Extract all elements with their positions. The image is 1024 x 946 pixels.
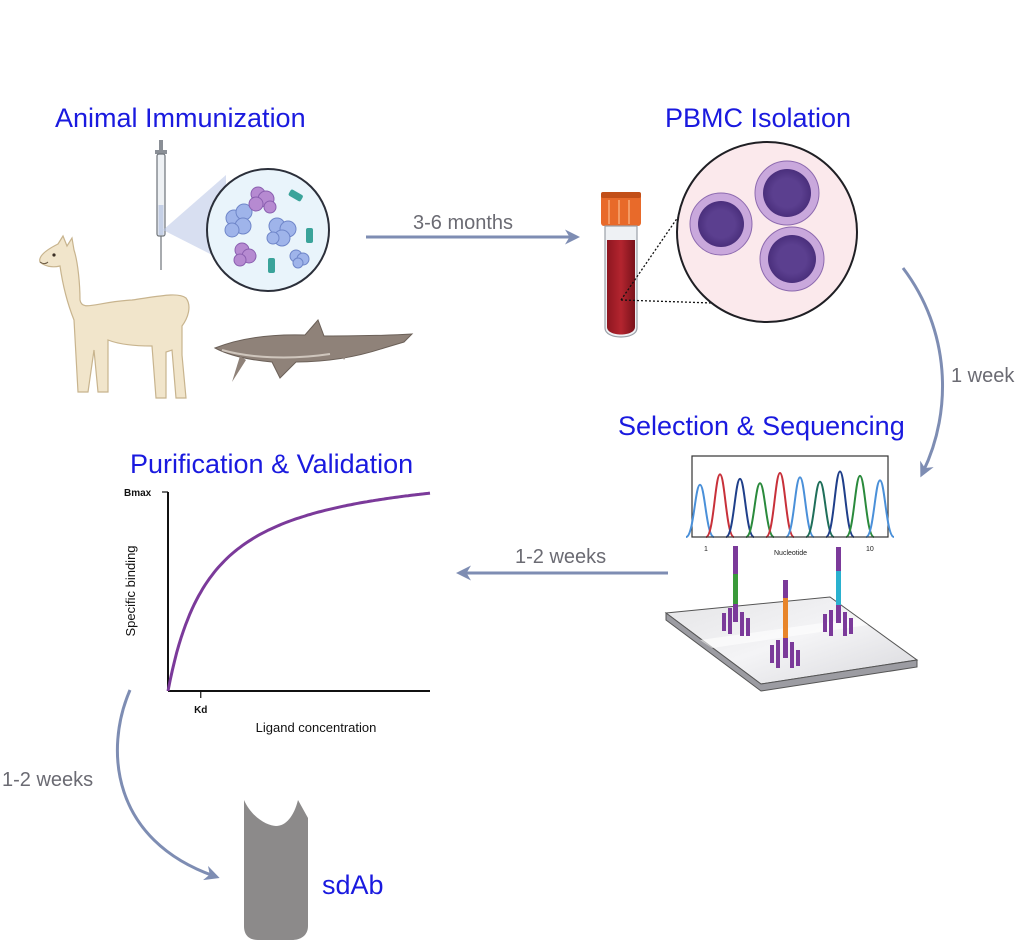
chromatogram-peak xyxy=(765,471,795,538)
chart-ylabel: Specific binding xyxy=(123,545,138,636)
chromatogram-peak xyxy=(785,476,815,538)
pbmc-circle-icon xyxy=(676,141,858,323)
chromatogram-panel: 1 Nucleotide 10 xyxy=(685,455,895,557)
title-purification-validation: Purification & Validation xyxy=(130,449,413,479)
chromatogram-peak xyxy=(705,473,735,538)
sdab-label: sdAb xyxy=(322,870,384,900)
sequencing-slide-icon xyxy=(664,546,919,692)
blood-tube-icon xyxy=(601,192,641,338)
chromatogram-peak xyxy=(825,470,855,538)
antigen-circle-icon xyxy=(206,168,330,292)
title-pbmc-isolation: PBMC Isolation xyxy=(665,103,851,133)
chromatogram-peak xyxy=(745,482,775,538)
chromatogram-peak xyxy=(685,483,715,538)
chromatogram-tick-end: 10 xyxy=(866,546,874,553)
chromatogram-tick-start: 1 xyxy=(704,546,708,553)
sdab-icon xyxy=(244,800,308,940)
duration-1-week: 1 week xyxy=(951,365,1015,387)
chromatogram-xlabel: Nucleotide xyxy=(774,550,807,557)
chromatogram-peak xyxy=(805,480,835,538)
binding-curve xyxy=(166,491,431,692)
duration-1-2-weeks-a: 1-2 weeks xyxy=(515,546,606,568)
chart-xlabel: Ligand concentration xyxy=(256,720,377,735)
title-animal-immunization: Animal Immunization xyxy=(55,103,306,133)
chromatogram-peak xyxy=(845,474,875,538)
bmax-label: Bmax xyxy=(124,488,152,499)
chromatogram-peak xyxy=(865,479,895,538)
duration-1-2-weeks-b: 1-2 weeks xyxy=(2,769,93,791)
arrow-pbmc-to-selection xyxy=(901,267,945,478)
binding-chart: Bmax Kd Ligand concentration Specific bi… xyxy=(123,488,431,735)
title-selection-sequencing: Selection & Sequencing xyxy=(618,411,905,441)
kd-label: Kd xyxy=(194,705,207,716)
zoom-line-bottom xyxy=(620,299,775,306)
shark-icon xyxy=(213,319,414,382)
syringe-icon xyxy=(155,140,167,270)
llama-icon xyxy=(39,234,190,399)
duration-3-6-months: 3-6 months xyxy=(413,212,513,234)
arrow-purification-to-sdab xyxy=(115,689,220,881)
chromatogram-peak xyxy=(725,477,755,538)
